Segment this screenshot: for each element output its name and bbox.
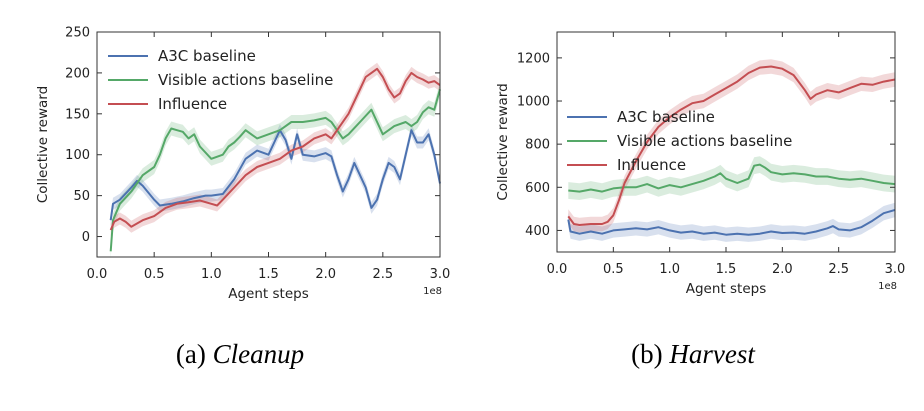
legend-label: A3C baseline	[158, 47, 256, 65]
legend: A3C baseline Visible actions baseline Infl…	[108, 47, 333, 113]
caption-label: (a)	[176, 339, 213, 369]
series-line	[109, 89, 441, 252]
legend-label: Visible actions baseline	[617, 132, 792, 150]
x-tick-label: 2.5	[828, 262, 849, 277]
x-tick-label: 0.0	[87, 267, 108, 282]
series-line	[567, 208, 896, 236]
y-axis-label: Collective reward	[35, 86, 51, 203]
y-axis-label: Collective reward	[495, 83, 511, 200]
series-band	[568, 59, 895, 233]
x-tick-label: 2.5	[372, 267, 393, 282]
series-line	[567, 65, 896, 226]
x-tick-label: 3.0	[430, 267, 451, 282]
figure-caption: (b) Harvest	[631, 339, 756, 369]
y-tick-label: 100	[65, 148, 90, 163]
y-tick-label: 1000	[517, 95, 550, 110]
x-axis-label: Agent steps	[686, 281, 767, 297]
x-tick-label: 0.5	[603, 262, 624, 277]
x-tick-label: 2.0	[315, 267, 336, 282]
x-axis-label: Agent steps	[228, 286, 309, 302]
x-axis-multiplier: 1e8	[878, 281, 897, 292]
series-line	[109, 129, 441, 221]
series-line	[109, 67, 441, 231]
x-tick-label: 0.0	[547, 262, 568, 277]
y-tick-label: 150	[65, 107, 90, 122]
chart-panel-2: 0.0 0.5 1.0 1.5 2.0 2.5 3.0 400 600 800 1000 1200 Ag…	[495, 31, 906, 369]
y-tick-label: 200	[65, 66, 90, 81]
y-tick-label: 600	[525, 181, 550, 196]
legend-label: Visible actions baseline	[158, 71, 333, 89]
figure-caption: (a) Cleanup	[176, 339, 304, 369]
series-line	[568, 163, 896, 193]
legend: A3C baseline Visible actions baseline Infl…	[567, 108, 792, 174]
legend-label: Influence	[617, 156, 686, 174]
y-tick-label: 800	[525, 138, 550, 153]
x-tick-label: 1.0	[659, 262, 680, 277]
x-tick-label: 1.0	[201, 267, 222, 282]
series-band	[110, 82, 440, 259]
x-tick-label: 3.0	[885, 262, 906, 277]
caption-label: (b)	[631, 339, 669, 369]
caption-title: Harvest	[668, 339, 756, 369]
legend-label: A3C baseline	[617, 108, 715, 126]
x-tick-label: 2.0	[772, 262, 793, 277]
y-tick-label: 400	[525, 224, 550, 239]
legend-label: Influence	[158, 95, 227, 113]
y-tick-label: 250	[65, 26, 90, 41]
y-tick-label: 50	[73, 189, 90, 204]
y-tick-label: 0	[82, 230, 90, 245]
caption-title: Cleanup	[213, 339, 305, 369]
y-tick-label: 1200	[517, 51, 550, 66]
x-tick-label: 0.5	[144, 267, 165, 282]
x-tick-label: 1.5	[258, 267, 279, 282]
chart-panel-1: 0.0 0.5 1.0 1.5 2.0 2.5 3.0 0 50 100 150 200 250 Agen…	[35, 26, 450, 370]
x-tick-label: 1.5	[716, 262, 737, 277]
series-band	[568, 156, 895, 200]
x-axis-multiplier: 1e8	[423, 286, 442, 297]
